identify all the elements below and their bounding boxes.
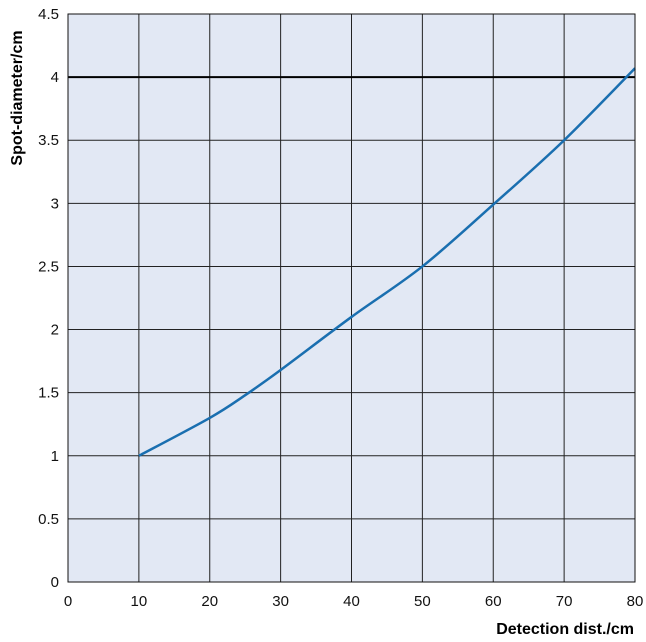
y-axis-title: Spot-diameter/cm xyxy=(9,30,26,165)
y-tick-label: 2.5 xyxy=(38,258,59,275)
y-tick-label: 3.5 xyxy=(38,132,59,149)
x-tick-label: 40 xyxy=(343,593,360,610)
y-tick-label: 2 xyxy=(51,322,59,339)
x-tick-label: 30 xyxy=(272,593,289,610)
x-tick-label: 10 xyxy=(131,593,148,610)
x-tick-label: 70 xyxy=(556,593,573,610)
x-tick-label: 50 xyxy=(414,593,431,610)
y-tick-label: 1.5 xyxy=(38,385,59,402)
y-tick-label: 4 xyxy=(51,69,59,86)
y-tick-label: 0.5 xyxy=(38,511,59,528)
x-tick-label: 0 xyxy=(64,593,72,610)
x-tick-label: 60 xyxy=(485,593,502,610)
y-tick-label: 3 xyxy=(51,195,59,212)
y-tick-label: 4.5 xyxy=(38,6,59,23)
plot-frame xyxy=(67,13,636,583)
y-tick-label: 1 xyxy=(51,448,59,465)
y-tick-label: 0 xyxy=(51,574,59,591)
x-axis-title: Detection dist./cm xyxy=(496,621,634,638)
x-tick-labels: 0 10 20 30 40 50 60 70 80 xyxy=(64,593,644,610)
series-line xyxy=(138,67,636,457)
x-tick-label: 80 xyxy=(627,593,644,610)
y-tick-labels: 0 0.5 1 1.5 2 2.5 3 3.5 4 4.5 xyxy=(38,6,59,591)
x-tick-label: 20 xyxy=(201,593,218,610)
